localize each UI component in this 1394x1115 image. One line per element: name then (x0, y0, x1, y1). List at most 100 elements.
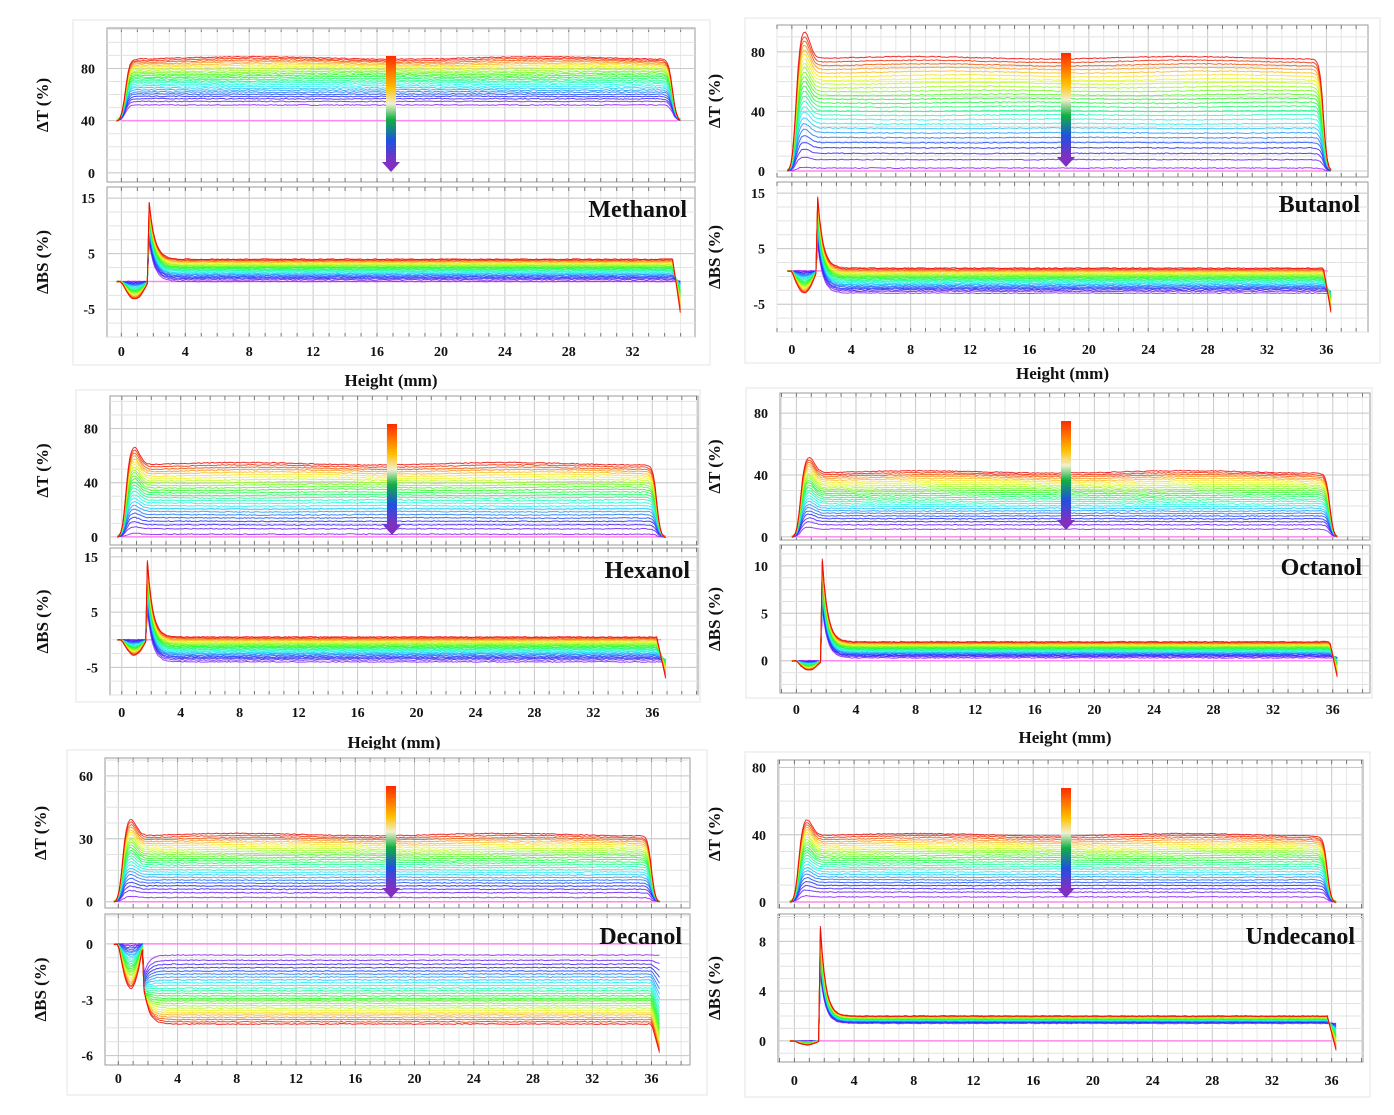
y-tick-label: 40 (751, 105, 765, 120)
series-line (116, 65, 681, 121)
series-line (113, 942, 660, 982)
series-line (787, 111, 1332, 171)
x-tick-label: 4 (852, 703, 859, 718)
series-line (116, 103, 681, 122)
series-line (116, 80, 681, 121)
x-tick-label: 16 (1022, 343, 1036, 358)
y-tick-label: 15 (81, 192, 95, 207)
series-line (117, 575, 667, 667)
series-line (117, 595, 666, 660)
x-tick-label: 0 (791, 1074, 798, 1089)
backscattering-subplot: -6 -3 0 ΔBS (%) Decanol (31, 913, 691, 1066)
y-tick-label: 15 (751, 187, 765, 202)
series-line (116, 70, 681, 121)
series-line (787, 214, 1332, 298)
series-line (787, 122, 1332, 171)
series-line (116, 208, 681, 304)
transmission-subplot: 0 40 80 ΔT (%) (705, 759, 1364, 911)
series-line (113, 943, 660, 1045)
series-line (116, 55, 681, 122)
series-line (116, 215, 681, 294)
x-tick-label: 20 (434, 345, 448, 360)
panel-decanol: 0 30 60 ΔT (%) -6 -3 0 ΔBS (%) Decanol 0 4 8 12 16 20 2… (31, 749, 708, 1096)
y-axis-label: ΔT (%) (31, 806, 50, 860)
series-line (113, 943, 660, 990)
series-line (787, 71, 1332, 171)
series-line (116, 238, 681, 284)
time-arrow-icon (386, 786, 396, 888)
sample-title: Hexanol (605, 558, 691, 584)
series-line (787, 95, 1332, 171)
series-line (787, 207, 1332, 302)
y-tick-label: 30 (79, 833, 93, 848)
series-line (787, 76, 1332, 171)
x-tick-label: 16 (1026, 1074, 1040, 1089)
x-tick-label: 28 (1205, 1074, 1219, 1089)
series-line (113, 942, 660, 977)
series-line (787, 135, 1332, 172)
y-tick-label: 0 (86, 938, 93, 953)
x-tick-label: 36 (1326, 703, 1340, 718)
x-tick-label: 12 (306, 345, 320, 360)
y-axis-label: ΔBS (%) (705, 587, 724, 651)
x-tick-label: 24 (1141, 343, 1155, 358)
panel-butanol: 0 40 80 ΔT (%) -5 5 15 ΔBS (%) Butanol 0 4 8 12 16 20 2… (705, 17, 1381, 383)
sample-title: Undecanol (1246, 924, 1356, 950)
y-tick-label: 40 (752, 829, 766, 844)
y-axis-label: ΔT (%) (33, 78, 52, 132)
series-line (116, 82, 681, 121)
y-axis-label: ΔBS (%) (31, 957, 50, 1021)
series-line (116, 75, 681, 120)
x-tick-label: 12 (292, 706, 306, 721)
series-line (787, 244, 1332, 295)
x-tick-label: 36 (645, 706, 659, 721)
series-line (117, 589, 666, 661)
series-line (113, 943, 660, 985)
y-tick-label: 5 (761, 607, 768, 622)
series-line (116, 77, 681, 121)
series-line (787, 218, 1332, 297)
series-line (787, 63, 1332, 171)
series-line (787, 85, 1332, 171)
x-tick-label: 28 (562, 345, 576, 360)
series-line (787, 58, 1332, 171)
y-tick-label: 0 (759, 1035, 766, 1050)
sample-title: Decanol (599, 924, 682, 950)
series-line (113, 943, 660, 1048)
series-line (116, 58, 681, 122)
series-line (787, 53, 1332, 172)
plot-area (776, 24, 1369, 178)
transmission-subplot: 0 40 80 ΔT (%) (33, 27, 696, 183)
y-tick-label: 40 (81, 115, 95, 130)
x-tick-label: 28 (527, 706, 541, 721)
series-line (787, 49, 1332, 172)
y-tick-label: 80 (81, 62, 95, 77)
series-line (787, 212, 1332, 300)
x-tick-label: 4 (174, 1072, 181, 1087)
x-tick-label: 8 (236, 706, 243, 721)
x-tick-label: 20 (1087, 703, 1101, 718)
x-tick-label: 16 (351, 706, 365, 721)
y-tick-label: 0 (758, 165, 765, 180)
sample-title: Octanol (1281, 555, 1363, 581)
plot-area (109, 547, 699, 696)
series-line (116, 86, 681, 121)
x-tick-label: 0 (788, 343, 795, 358)
series-line (787, 100, 1332, 171)
x-tick-label: 4 (851, 1074, 858, 1089)
y-tick-label: 0 (91, 531, 98, 546)
series-line (116, 100, 681, 121)
x-tick-label: 0 (115, 1072, 122, 1087)
y-axis-label: ΔT (%) (33, 443, 52, 497)
x-tick-label: 32 (1266, 703, 1280, 718)
series-line (116, 211, 681, 299)
x-tick-label: 0 (118, 345, 125, 360)
y-tick-label: 15 (84, 551, 98, 566)
series-line (116, 63, 681, 122)
series-line (117, 571, 667, 669)
backscattering-subplot: -5 5 15 ΔBS (%) Methanol (33, 186, 696, 338)
series-line (116, 73, 681, 121)
x-tick-label: 32 (586, 706, 600, 721)
x-tick-label: 16 (370, 345, 384, 360)
y-tick-label: 0 (761, 655, 768, 670)
